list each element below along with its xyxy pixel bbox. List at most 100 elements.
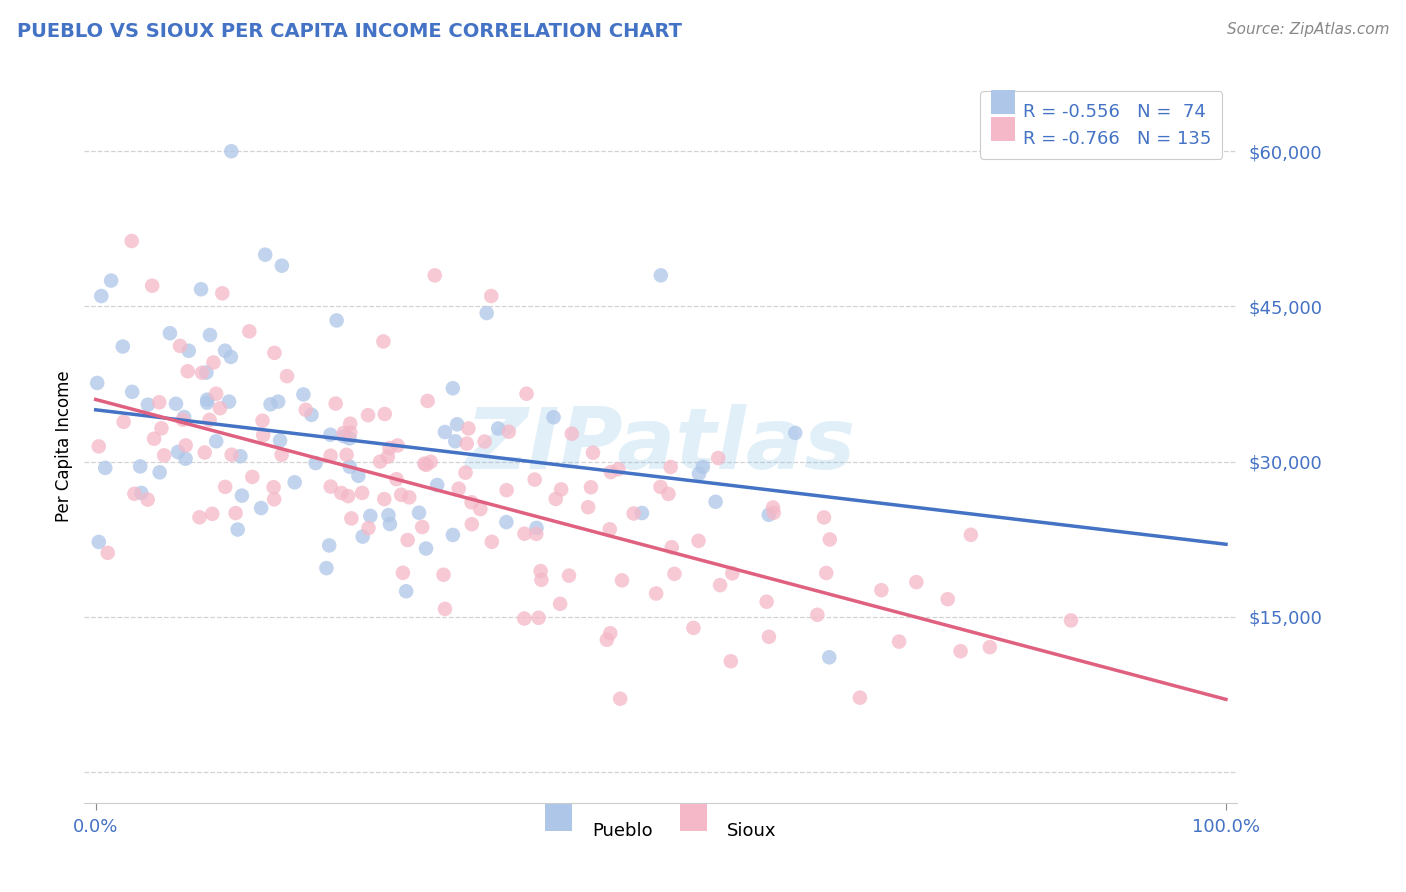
- Point: [758, 630, 780, 644]
- Point: [650, 268, 672, 283]
- Point: [301, 408, 323, 422]
- Point: [254, 248, 277, 262]
- Point: [136, 398, 159, 412]
- Point: [190, 282, 212, 296]
- Point: [561, 426, 583, 441]
- Point: [720, 654, 742, 668]
- Point: [657, 487, 679, 501]
- Point: [339, 459, 361, 474]
- Point: [112, 415, 135, 429]
- Point: [325, 313, 347, 327]
- Point: [284, 475, 307, 490]
- Point: [214, 480, 236, 494]
- Point: [276, 369, 298, 384]
- Point: [523, 473, 546, 487]
- Point: [315, 561, 337, 575]
- Point: [607, 462, 630, 476]
- Point: [474, 434, 496, 449]
- Point: [461, 517, 484, 532]
- Point: [319, 480, 342, 494]
- Point: [495, 515, 517, 529]
- Point: [352, 486, 374, 500]
- Point: [599, 522, 621, 536]
- Point: [198, 328, 221, 343]
- Point: [470, 502, 492, 516]
- Point: [650, 480, 672, 494]
- Point: [90, 289, 112, 303]
- Point: [270, 259, 292, 273]
- Point: [292, 387, 315, 401]
- Point: [129, 459, 152, 474]
- Point: [456, 436, 478, 450]
- Point: [446, 417, 468, 432]
- Point: [174, 451, 197, 466]
- Point: [352, 530, 374, 544]
- Point: [758, 508, 780, 522]
- Point: [169, 339, 191, 353]
- Point: [661, 541, 683, 555]
- Point: [226, 523, 249, 537]
- Point: [208, 401, 231, 416]
- Point: [263, 346, 285, 360]
- Point: [870, 583, 893, 598]
- Point: [205, 434, 228, 449]
- Point: [936, 592, 959, 607]
- Point: [339, 431, 361, 445]
- Point: [426, 478, 449, 492]
- Point: [347, 468, 370, 483]
- Point: [124, 487, 146, 501]
- Point: [97, 546, 120, 560]
- Point: [339, 425, 361, 440]
- Point: [305, 456, 328, 470]
- Point: [359, 508, 381, 523]
- Y-axis label: Per Capita Income: Per Capita Income: [55, 370, 73, 522]
- Point: [294, 402, 316, 417]
- Point: [165, 397, 187, 411]
- Point: [263, 492, 285, 507]
- Point: [579, 480, 602, 494]
- Point: [398, 491, 420, 505]
- Point: [432, 567, 454, 582]
- Point: [387, 438, 409, 452]
- Point: [240, 470, 263, 484]
- Point: [486, 421, 509, 435]
- Point: [416, 393, 439, 408]
- Point: [195, 366, 218, 380]
- Point: [136, 492, 159, 507]
- Point: [609, 691, 631, 706]
- Point: [530, 564, 553, 578]
- Point: [423, 268, 446, 283]
- Point: [191, 366, 214, 380]
- Point: [94, 461, 117, 475]
- Point: [250, 501, 273, 516]
- Point: [330, 486, 353, 500]
- Point: [377, 450, 399, 464]
- Point: [150, 421, 173, 435]
- Point: [415, 541, 437, 556]
- Point: [395, 584, 418, 599]
- Point: [664, 566, 686, 581]
- Point: [659, 460, 682, 475]
- Point: [1060, 614, 1083, 628]
- Point: [526, 521, 548, 535]
- Point: [762, 506, 785, 520]
- Point: [177, 343, 200, 358]
- Point: [692, 459, 714, 474]
- Point: [527, 611, 550, 625]
- Point: [357, 521, 380, 535]
- Point: [214, 343, 236, 358]
- Point: [385, 472, 408, 486]
- Point: [558, 568, 581, 582]
- Text: ZIPatlas: ZIPatlas: [465, 404, 856, 488]
- Point: [340, 511, 363, 525]
- Point: [252, 428, 274, 442]
- Point: [219, 350, 242, 364]
- Point: [513, 526, 536, 541]
- Point: [319, 427, 342, 442]
- Point: [374, 407, 396, 421]
- Point: [515, 386, 537, 401]
- Point: [195, 392, 218, 407]
- Point: [205, 386, 228, 401]
- Point: [174, 438, 197, 452]
- Point: [815, 566, 838, 580]
